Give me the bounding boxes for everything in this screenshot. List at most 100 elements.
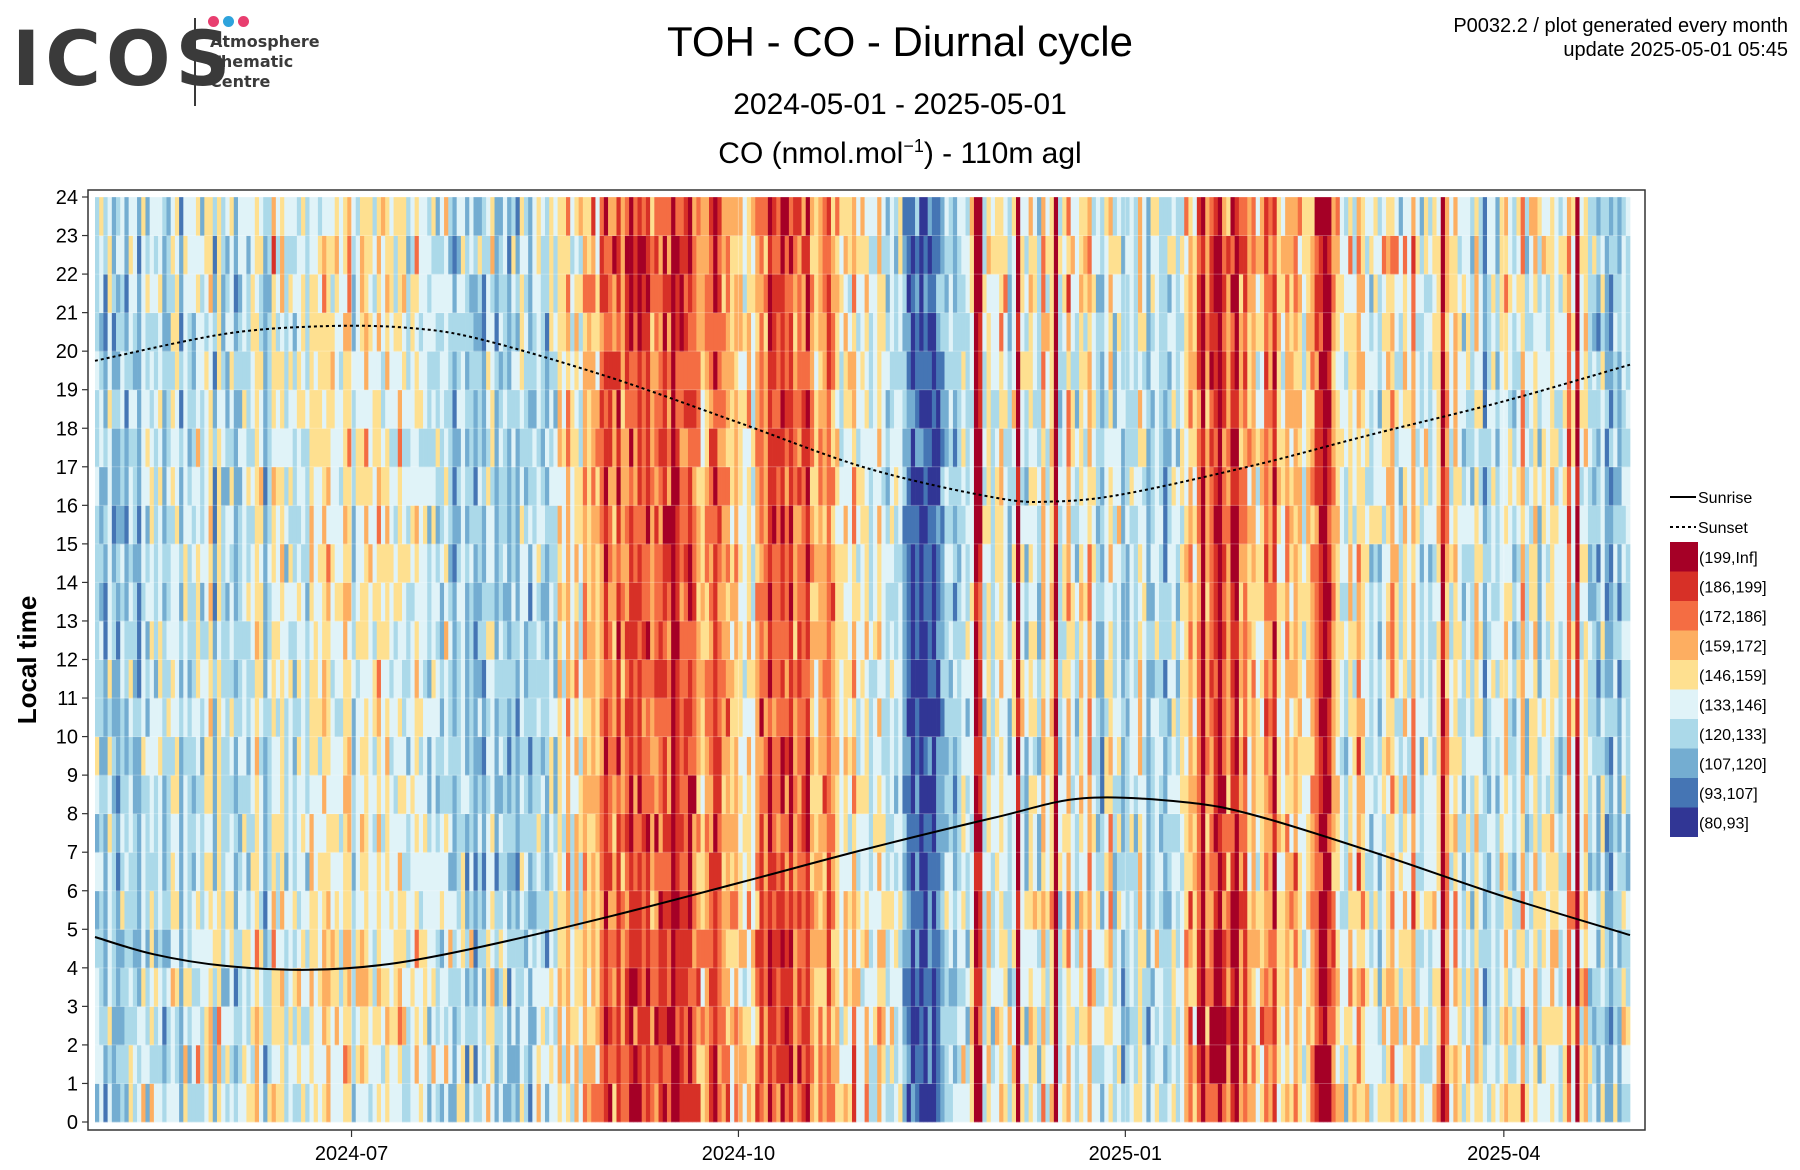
heatmap-cell xyxy=(275,890,281,930)
heatmap-cell xyxy=(709,543,714,583)
heatmap-cell xyxy=(793,351,798,391)
heatmap-cell xyxy=(137,389,142,429)
heatmap-cell xyxy=(923,428,929,468)
heatmap-cell xyxy=(372,428,378,468)
heatmap-cell xyxy=(826,736,832,776)
heatmap-cell xyxy=(317,698,323,737)
heatmap-cell xyxy=(435,1044,441,1084)
heatmap-cell xyxy=(225,543,230,583)
heatmap-cell xyxy=(919,698,924,737)
heatmap-cell xyxy=(944,1044,950,1084)
heatmap-cell xyxy=(431,852,436,892)
heatmap-cell xyxy=(910,428,916,468)
heatmap-cell xyxy=(734,620,739,660)
heatmap-cell xyxy=(250,274,256,313)
heatmap-cell xyxy=(179,428,184,468)
heatmap-cell xyxy=(364,582,369,622)
heatmap-cell xyxy=(305,929,310,969)
heatmap-cell xyxy=(919,428,924,468)
heatmap-cell xyxy=(490,351,495,391)
heatmap-cell xyxy=(650,312,655,352)
heatmap-cell xyxy=(843,428,849,468)
heatmap-cell xyxy=(95,1044,100,1084)
heatmap-cell xyxy=(847,466,853,506)
heatmap-cell xyxy=(162,274,167,313)
heatmap-cell xyxy=(158,351,163,391)
heatmap-cell xyxy=(587,466,592,506)
heatmap-cell xyxy=(221,736,226,776)
heatmap-cell xyxy=(435,582,441,622)
heatmap-cell xyxy=(877,736,882,776)
heatmap-cell xyxy=(877,351,882,391)
heatmap-cell xyxy=(599,582,605,622)
heatmap-cell xyxy=(271,813,277,853)
heatmap-cell xyxy=(103,505,108,545)
heatmap-cell xyxy=(629,505,634,545)
heatmap-cell xyxy=(242,813,247,853)
heatmap-cell xyxy=(793,312,798,352)
heatmap-cell xyxy=(519,929,525,969)
heatmap-cell xyxy=(696,1044,701,1084)
heatmap-cell xyxy=(860,775,865,815)
heatmap-cell xyxy=(797,1006,802,1046)
heatmap-cell xyxy=(103,698,108,737)
heatmap-cell xyxy=(658,1044,664,1084)
heatmap-cell xyxy=(494,235,500,275)
heatmap-cell xyxy=(936,1083,941,1123)
heatmap-cell xyxy=(725,466,731,506)
heatmap-cell xyxy=(553,929,558,969)
heatmap-cell xyxy=(397,582,403,622)
heatmap-cell xyxy=(616,890,622,930)
heatmap-cell xyxy=(494,813,500,853)
heatmap-cell xyxy=(519,736,525,776)
heatmap-cell xyxy=(347,274,352,313)
heatmap-cell xyxy=(502,466,508,506)
heatmap-cell xyxy=(692,967,697,1007)
heatmap-cell xyxy=(709,736,714,776)
heatmap-cell xyxy=(818,813,823,853)
heatmap-cell xyxy=(553,235,558,275)
heatmap-cell xyxy=(502,698,508,737)
heatmap-cell xyxy=(183,428,188,468)
heatmap-cell xyxy=(389,659,394,699)
heatmap-cell xyxy=(170,929,176,969)
heatmap-cell xyxy=(246,813,251,853)
heatmap-cell xyxy=(149,274,155,313)
heatmap-cell xyxy=(179,197,184,236)
heatmap-cell xyxy=(822,698,828,737)
heatmap-cell xyxy=(603,736,609,776)
heatmap-cell xyxy=(225,582,230,622)
heatmap-cell xyxy=(275,967,281,1007)
heatmap-cell xyxy=(595,235,601,275)
heatmap-cell xyxy=(704,1006,710,1046)
heatmap-cell xyxy=(221,274,226,313)
heatmap-cell xyxy=(843,813,849,853)
heatmap-cell xyxy=(385,274,390,313)
heatmap-cell xyxy=(650,1006,655,1046)
heatmap-cell xyxy=(95,235,100,275)
heatmap-cell xyxy=(544,775,550,815)
heatmap-cell xyxy=(637,967,643,1007)
heatmap-cell xyxy=(557,967,563,1007)
heatmap-cell xyxy=(486,428,491,468)
heatmap-cell xyxy=(469,582,474,622)
heatmap-cell xyxy=(877,929,882,969)
heatmap-cell xyxy=(153,1083,159,1123)
heatmap-cell xyxy=(494,1044,500,1084)
heatmap-cell xyxy=(814,235,819,275)
heatmap-cell xyxy=(540,890,546,930)
heatmap-cell xyxy=(435,505,441,545)
heatmap-cell xyxy=(515,235,521,275)
heatmap-cell xyxy=(111,1006,117,1046)
heatmap-cell xyxy=(116,428,121,468)
heatmap-cell xyxy=(763,312,769,352)
heatmap-cell xyxy=(692,852,697,892)
heatmap-cell xyxy=(435,351,441,391)
heatmap-cell xyxy=(915,775,920,815)
heatmap-cell xyxy=(330,428,336,468)
heatmap-cell xyxy=(179,235,184,275)
heatmap-cell xyxy=(944,543,950,583)
heatmap-cell xyxy=(952,505,958,545)
heatmap-cell xyxy=(179,582,184,622)
heatmap-cell xyxy=(599,1083,605,1123)
